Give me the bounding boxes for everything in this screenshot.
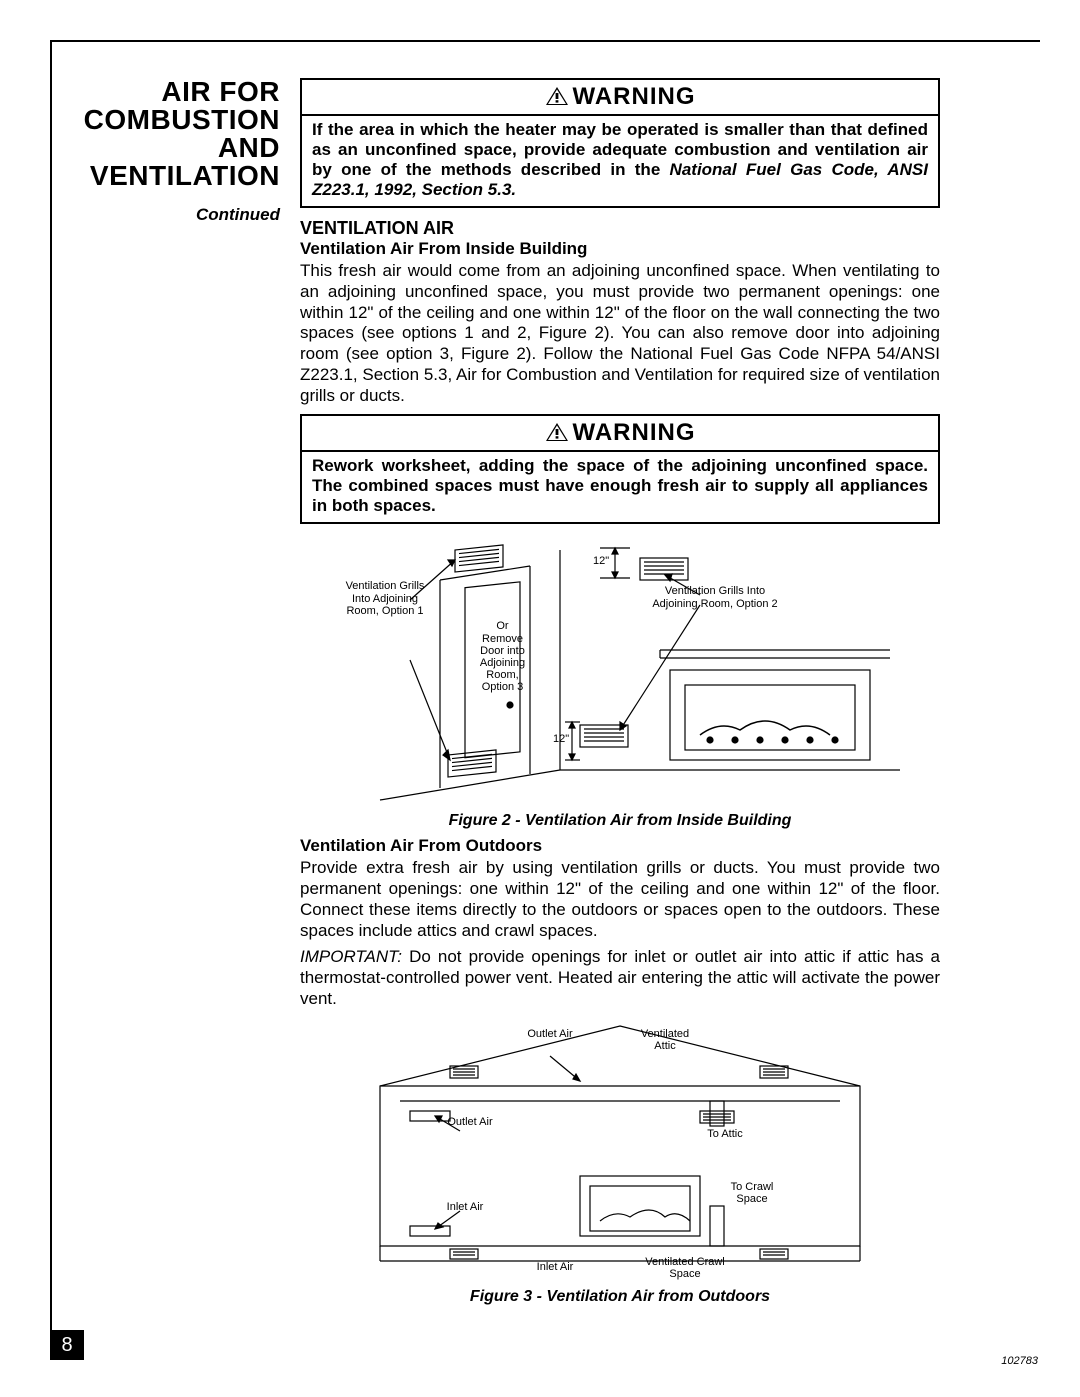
vent-outdoors-paragraph: Provide extra fresh air by using ventila… xyxy=(300,858,940,941)
fig3-to-crawl: To Crawl Space xyxy=(727,1181,777,1205)
warning-icon xyxy=(545,422,569,442)
warning-icon xyxy=(545,86,569,106)
ventilation-air-heading: VENTILATION AIR xyxy=(300,218,940,239)
fig2-label-12top: 12" xyxy=(593,555,609,567)
vent-inside-heading: Ventilation Air From Inside Building xyxy=(300,239,940,259)
fig2-label-opt2: Ventilation Grills Into Adjoining Room, … xyxy=(650,585,780,609)
fig3-outlet-air-top: Outlet Air xyxy=(525,1028,575,1040)
figure-3: Outlet Air Ventilated Attic Outlet Air T… xyxy=(300,1016,940,1286)
warning-label-2: WARNING xyxy=(573,419,696,446)
warning-header-2: WARNING xyxy=(302,416,938,452)
fig3-inlet-air-left: Inlet Air xyxy=(445,1201,485,1213)
figure-2: Ventilation Grills Into Adjoining Room, … xyxy=(300,530,940,810)
fig3-outlet-air-left: Outlet Air xyxy=(445,1116,495,1128)
fig2-label-opt3: Or Remove Door into Adjoining Room, Opti… xyxy=(475,620,530,693)
figure-3-svg xyxy=(300,1016,940,1286)
figure-2-svg xyxy=(300,530,940,810)
warning-box-1: WARNING If the area in which the heater … xyxy=(300,78,940,208)
page-number: 8 xyxy=(50,1330,84,1360)
vent-outdoors-heading: Ventilation Air From Outdoors xyxy=(300,836,940,856)
fig3-inlet-air-bot: Inlet Air xyxy=(525,1261,585,1273)
fig3-to-attic: To Attic xyxy=(695,1128,755,1140)
warning-body-1: If the area in which the heater may be o… xyxy=(302,116,938,206)
fig3-vent-attic: Ventilated Attic xyxy=(630,1028,700,1052)
fig2-label-opt1: Ventilation Grills Into Adjoining Room, … xyxy=(340,580,430,616)
warning-body-2: Rework worksheet, adding the space of th… xyxy=(302,452,938,522)
vent-inside-paragraph: This fresh air would come from an adjoin… xyxy=(300,261,940,406)
figure-2-caption: Figure 2 - Ventilation Air from Inside B… xyxy=(300,812,940,830)
figure-3-caption: Figure 3 - Ventilation Air from Outdoors xyxy=(300,1288,940,1306)
warning-header-1: WARNING xyxy=(302,80,938,116)
vent-outdoors-important: IMPORTANT: Do not provide openings for i… xyxy=(300,947,940,1009)
main-column: WARNING If the area in which the heater … xyxy=(300,78,940,1306)
warning-label-1: WARNING xyxy=(573,83,696,110)
fig3-vent-crawl: Ventilated Crawl Space xyxy=(645,1256,725,1280)
document-id: 102783 xyxy=(1001,1355,1038,1367)
warning-box-2: WARNING Rework worksheet, adding the spa… xyxy=(300,414,940,524)
section-title: AIR FOR COMBUSTION AND VENTILATION xyxy=(60,78,280,190)
continued-label: Continued xyxy=(60,205,280,225)
fig2-label-12bot: 12" xyxy=(553,733,569,745)
